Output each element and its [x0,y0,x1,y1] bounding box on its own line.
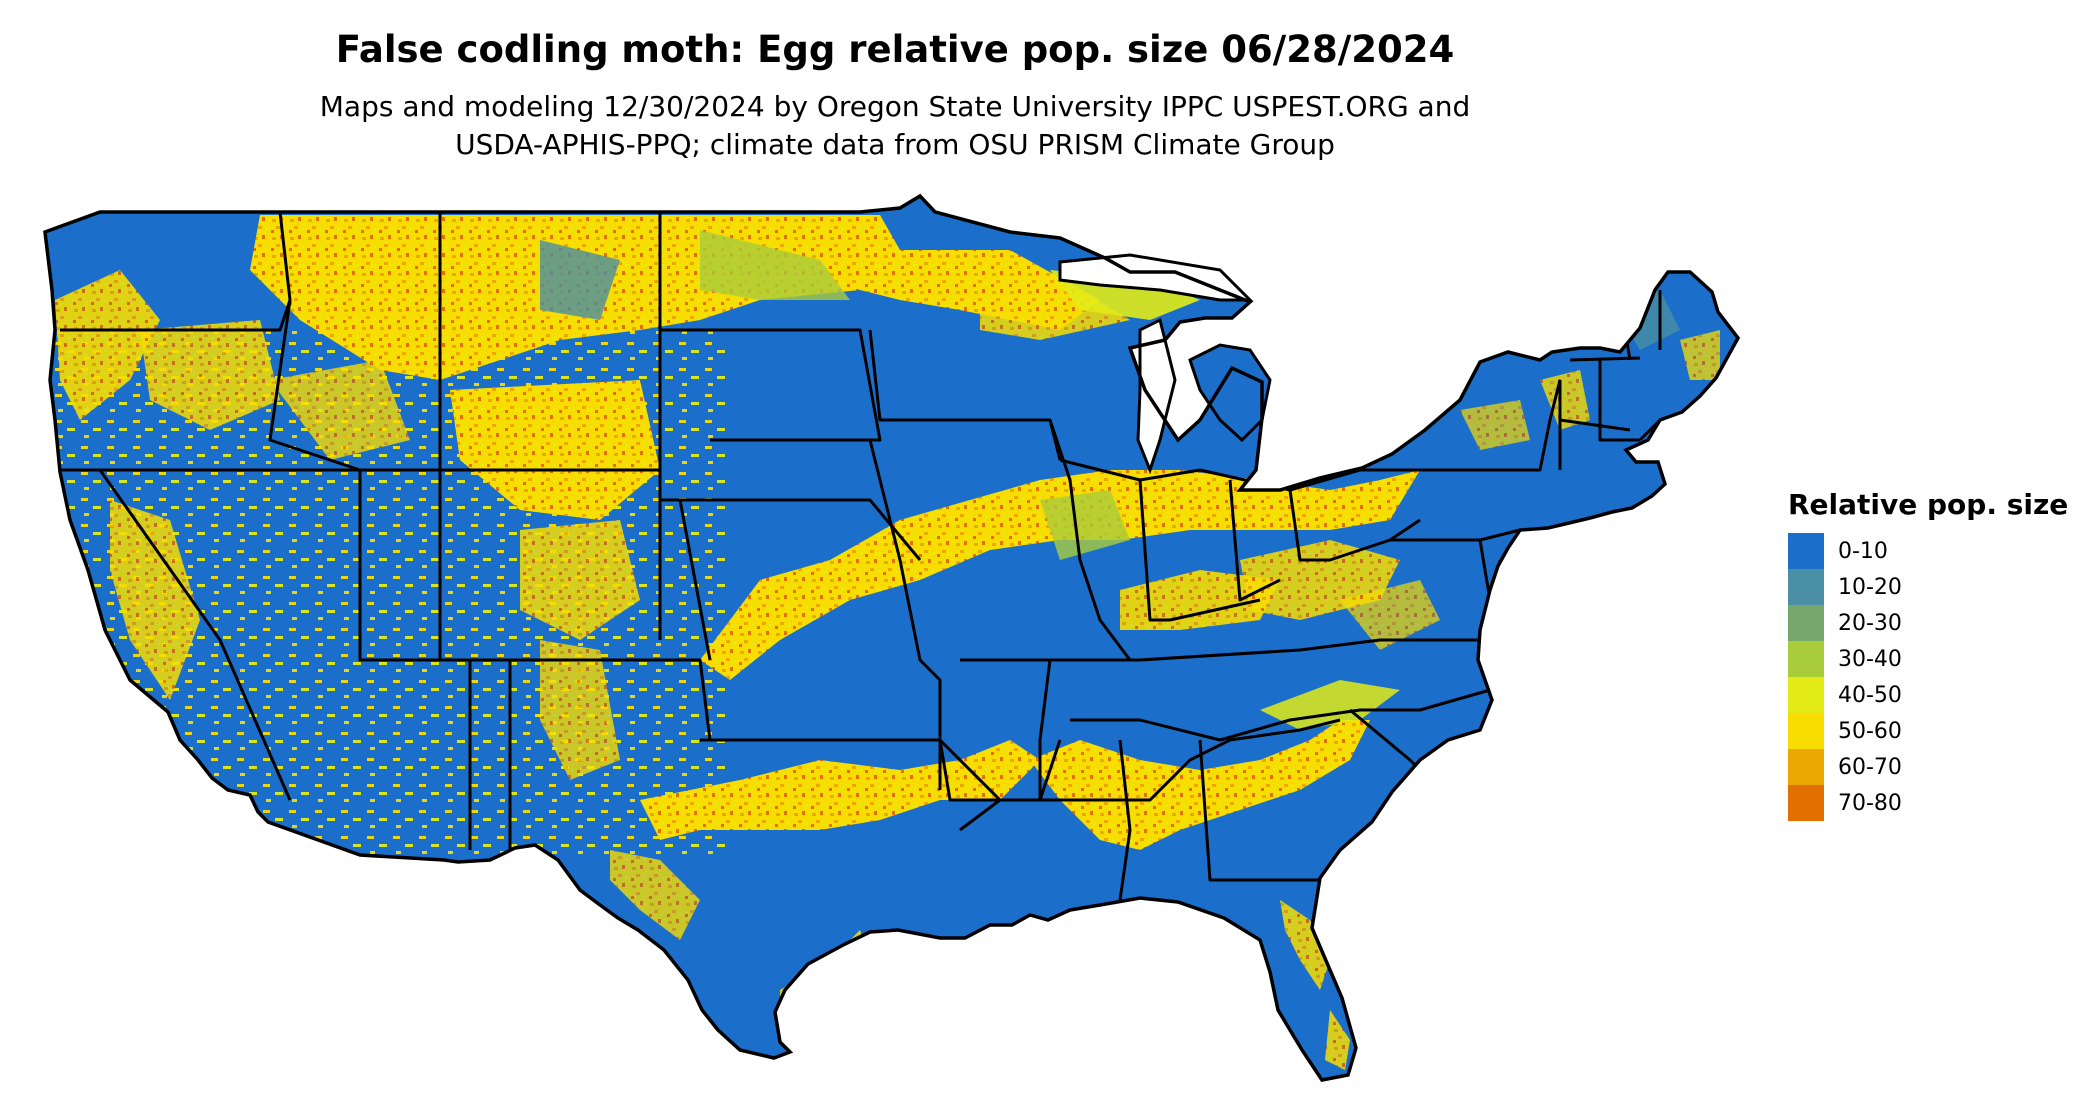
legend-item: 10-20 [1788,569,2088,605]
legend-swatch [1788,533,1824,569]
legend-swatch [1788,677,1824,713]
legend-item: 60-70 [1788,749,2088,785]
map-fill [45,196,1738,1080]
legend-item: 0-10 [1788,533,2088,569]
legend-swatch [1788,749,1824,785]
legend-swatch [1788,569,1824,605]
great-lakes [1058,253,1272,475]
legend-label: 60-70 [1838,754,1902,780]
legend-item: 20-30 [1788,605,2088,641]
us-map [43,194,1740,1082]
legend-label: 0-10 [1838,538,1888,564]
legend-swatch [1788,605,1824,641]
legend-item: 30-40 [1788,641,2088,677]
subtitle-line-1: Maps and modeling 12/30/2024 by Oregon S… [319,90,1471,123]
legend-label: 10-20 [1838,574,1902,600]
legend-title: Relative pop. size [1788,488,2069,521]
subtitle-line-2: USDA-APHIS-PPQ; climate data from OSU PR… [455,128,1335,161]
legend-item: 70-80 [1788,785,2088,821]
legend-label: 30-40 [1838,646,1902,672]
legend-label: 50-60 [1838,718,1902,744]
legend-label: 70-80 [1838,790,1902,816]
page-title: False codling moth: Egg relative pop. si… [335,28,1455,71]
legend-label: 20-30 [1838,610,1902,636]
legend-swatch [1788,713,1824,749]
legend: Relative pop. size 0-10 10-20 20-30 30-4… [1788,488,2088,821]
state-boundaries [60,211,1680,901]
legend-item: 50-60 [1788,713,2088,749]
legend-item: 40-50 [1788,677,2088,713]
page-subtitle: Maps and modeling 12/30/2024 by Oregon S… [0,88,1790,164]
legend-label: 40-50 [1838,682,1902,708]
legend-swatch [1788,785,1824,821]
legend-swatch [1788,641,1824,677]
